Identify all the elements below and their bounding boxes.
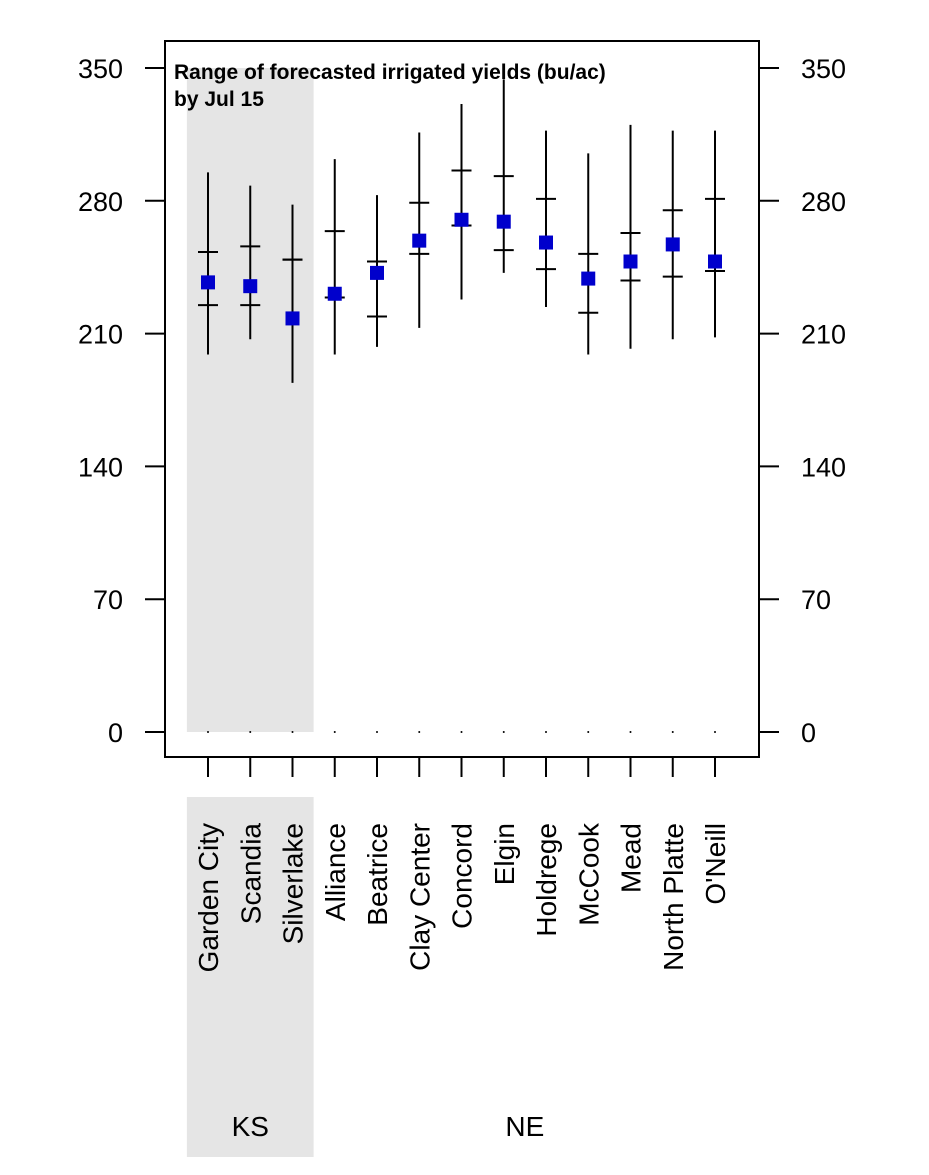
category-label-12: O'Neill — [700, 823, 731, 905]
category-labels-layer: KS NE Garden City Scandia Silverlake Alliance… — [193, 822, 731, 1142]
category-label-9: McCook — [573, 822, 604, 926]
data-point-3 — [327, 286, 342, 301]
data-point-9 — [581, 271, 596, 286]
zero-dot-3 — [333, 731, 336, 733]
y-tick-label-left-4: 280 — [78, 187, 123, 217]
data-point-2 — [285, 311, 300, 326]
category-label-1: Scandia — [235, 823, 266, 925]
y-tick-label-right-0: 0 — [801, 718, 816, 748]
data-point-0 — [201, 275, 215, 290]
group-label-0: KS — [232, 1111, 269, 1142]
data-point-12 — [708, 254, 722, 269]
y-tick-label-left-5: 350 — [78, 54, 123, 84]
zero-dot-6 — [460, 731, 463, 733]
y-tick-label-right-1: 70 — [801, 585, 831, 615]
zero-dot-7 — [502, 731, 505, 733]
zero-dot-11 — [671, 731, 674, 733]
y-tick-label-left-0: 0 — [108, 718, 123, 748]
data-point-11 — [665, 237, 680, 252]
category-label-11: North Platte — [658, 823, 689, 971]
y-tick-label-left-1: 70 — [93, 585, 123, 615]
chart-title-line-1: Range of forecasted irrigated yields (bu… — [174, 61, 606, 84]
category-label-2: Silverlake — [278, 823, 309, 944]
marks-layer — [198, 79, 725, 733]
data-point-10 — [623, 254, 638, 269]
category-label-10: Mead — [616, 823, 647, 893]
zero-dot-4 — [376, 731, 378, 733]
zero-dot-9 — [587, 731, 590, 733]
group-label-1: NE — [505, 1111, 544, 1142]
category-label-4: Beatrice — [362, 823, 393, 926]
group-shading-layer — [186, 68, 314, 1157]
zero-dot-1 — [249, 731, 252, 733]
group-shade-labels-0 — [186, 797, 314, 1157]
chart-title-line-2: by Jul 15 — [174, 88, 264, 111]
zero-dot-10 — [629, 731, 632, 733]
zero-dot-0 — [207, 731, 209, 733]
y-tick-label-left-3: 210 — [78, 320, 123, 350]
y-tick-label-right-4: 280 — [801, 187, 846, 217]
zero-dot-2 — [291, 731, 294, 733]
zero-dot-5 — [418, 731, 421, 733]
y-tick-label-right-2: 140 — [801, 452, 846, 482]
y-tick-label-right-5: 350 — [801, 54, 846, 84]
data-point-5 — [412, 233, 427, 248]
y-tick-label-right-3: 210 — [801, 320, 846, 350]
zero-dot-8 — [545, 731, 547, 733]
zero-dot-12 — [714, 731, 716, 733]
category-label-5: Clay Center — [404, 823, 435, 971]
data-point-6 — [454, 212, 469, 227]
data-point-7 — [496, 214, 511, 229]
category-label-7: Elgin — [489, 823, 520, 885]
category-label-0: Garden City — [193, 823, 224, 972]
category-label-6: Concord — [447, 823, 478, 929]
axes-layer: 0 0 70 70 140 140 210 210 280 280 350 350 — [78, 54, 846, 777]
data-point-1 — [243, 279, 258, 294]
group-shade-plot-0 — [186, 68, 314, 732]
data-point-4 — [370, 265, 384, 280]
category-label-8: Holdrege — [531, 823, 562, 937]
category-label-3: Alliance — [320, 823, 351, 921]
data-point-8 — [539, 235, 553, 250]
y-tick-label-left-2: 140 — [78, 452, 123, 482]
